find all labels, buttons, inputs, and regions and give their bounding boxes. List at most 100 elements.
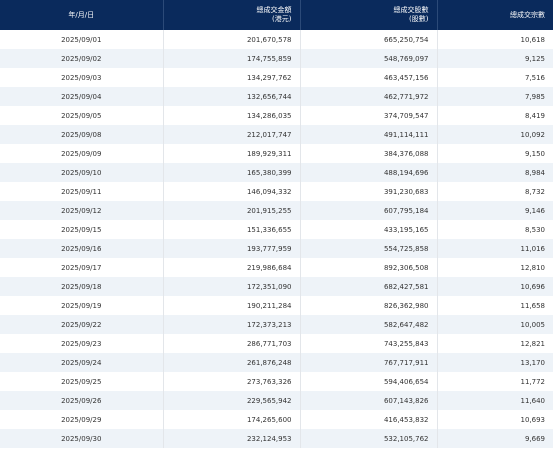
cell-shares: 416,453,832 <box>300 410 438 429</box>
cell-turnover: 174,265,600 <box>163 410 301 429</box>
header-turnover-unit: (港元) <box>272 15 292 23</box>
cell-turnover: 193,777,959 <box>163 239 301 258</box>
cell-trades: 8,984 <box>437 163 553 182</box>
cell-date: 2025/09/15 <box>0 220 164 239</box>
cell-trades: 8,530 <box>437 220 553 239</box>
table-row: 2025/09/26 229,565,942 607,143,826 11,640 <box>0 391 553 410</box>
cell-trades: 10,618 <box>437 30 553 49</box>
table-row: 2025/09/25 273,763,326 594,406,654 11,772 <box>0 372 553 391</box>
cell-date: 2025/09/01 <box>0 30 164 49</box>
cell-trades: 8,732 <box>437 182 553 201</box>
cell-date: 2025/09/18 <box>0 277 164 296</box>
table-row: 2025/09/23 286,771,703 743,255,843 12,821 <box>0 334 553 353</box>
cell-shares: 892,306,508 <box>300 258 438 277</box>
table-row: 2025/09/15 151,336,655 433,195,165 8,530 <box>0 220 553 239</box>
cell-date: 2025/09/25 <box>0 372 164 391</box>
cell-turnover: 212,017,747 <box>163 125 301 144</box>
cell-turnover: 134,297,762 <box>163 68 301 87</box>
cell-shares: 391,230,683 <box>300 182 438 201</box>
cell-shares: 384,376,088 <box>300 144 438 163</box>
cell-turnover: 219,986,684 <box>163 258 301 277</box>
cell-trades: 12,821 <box>437 334 553 353</box>
cell-trades: 10,693 <box>437 410 553 429</box>
table-row: 2025/09/24 261,876,248 767,717,911 13,170 <box>0 353 553 372</box>
cell-turnover: 273,763,326 <box>163 372 301 391</box>
cell-trades: 12,810 <box>437 258 553 277</box>
cell-date: 2025/09/23 <box>0 334 164 353</box>
cell-date: 2025/09/22 <box>0 315 164 334</box>
table-body: 2025/09/01 201,670,578 665,250,754 10,618 20… <box>0 30 553 448</box>
table-row: 2025/09/11 146,094,332 391,230,683 8,732 <box>0 182 553 201</box>
cell-turnover: 201,670,578 <box>163 30 301 49</box>
cell-turnover: 165,380,399 <box>163 163 301 182</box>
table-row: 2025/09/05 134,286,035 374,709,547 8,419 <box>0 106 553 125</box>
table-row: 2025/09/09 189,929,311 384,376,088 9,150 <box>0 144 553 163</box>
table-row: 2025/09/04 132,656,744 462,771,972 7,985 <box>0 87 553 106</box>
cell-date: 2025/09/08 <box>0 125 164 144</box>
cell-turnover: 174,755,859 <box>163 49 301 68</box>
cell-trades: 9,125 <box>437 49 553 68</box>
cell-date: 2025/09/04 <box>0 87 164 106</box>
trading-statistics-table: 年/月/日 總成交金額 (港元) 總成交股數 (股數) 總成交宗數 2025/0… <box>0 0 553 448</box>
header-shares: 總成交股數 (股數) <box>300 0 438 30</box>
cell-trades: 7,985 <box>437 87 553 106</box>
cell-date: 2025/09/05 <box>0 106 164 125</box>
cell-trades: 13,170 <box>437 353 553 372</box>
header-turnover: 總成交金額 (港元) <box>163 0 301 30</box>
cell-date: 2025/09/30 <box>0 429 164 448</box>
table-row: 2025/09/19 190,211,284 826,362,980 11,658 <box>0 296 553 315</box>
table-row: 2025/09/29 174,265,600 416,453,832 10,693 <box>0 410 553 429</box>
table-row: 2025/09/22 172,373,213 582,647,482 10,005 <box>0 315 553 334</box>
table-row: 2025/09/01 201,670,578 665,250,754 10,618 <box>0 30 553 49</box>
cell-shares: 607,143,826 <box>300 391 438 410</box>
cell-shares: 433,195,165 <box>300 220 438 239</box>
cell-turnover: 229,565,942 <box>163 391 301 410</box>
table-row: 2025/09/16 193,777,959 554,725,858 11,016 <box>0 239 553 258</box>
cell-date: 2025/09/29 <box>0 410 164 429</box>
cell-shares: 582,647,482 <box>300 315 438 334</box>
cell-trades: 7,516 <box>437 68 553 87</box>
cell-date: 2025/09/03 <box>0 68 164 87</box>
header-turnover-title: 總成交金額 <box>256 6 292 14</box>
header-trades: 總成交宗數 <box>437 0 553 30</box>
table-row: 2025/09/03 134,297,762 463,457,156 7,516 <box>0 68 553 87</box>
cell-trades: 11,658 <box>437 296 553 315</box>
cell-shares: 665,250,754 <box>300 30 438 49</box>
cell-turnover: 172,351,090 <box>163 277 301 296</box>
cell-date: 2025/09/11 <box>0 182 164 201</box>
cell-trades: 11,640 <box>437 391 553 410</box>
cell-date: 2025/09/17 <box>0 258 164 277</box>
cell-trades: 9,146 <box>437 201 553 220</box>
table-row: 2025/09/10 165,380,399 488,194,696 8,984 <box>0 163 553 182</box>
cell-date: 2025/09/16 <box>0 239 164 258</box>
cell-turnover: 172,373,213 <box>163 315 301 334</box>
cell-date: 2025/09/24 <box>0 353 164 372</box>
cell-shares: 607,795,184 <box>300 201 438 220</box>
table-row: 2025/09/12 201,915,255 607,795,184 9,146 <box>0 201 553 220</box>
cell-trades: 9,150 <box>437 144 553 163</box>
cell-turnover: 132,656,744 <box>163 87 301 106</box>
cell-date: 2025/09/12 <box>0 201 164 220</box>
cell-trades: 11,772 <box>437 372 553 391</box>
cell-shares: 743,255,843 <box>300 334 438 353</box>
table-header: 年/月/日 總成交金額 (港元) 總成交股數 (股數) 總成交宗數 <box>0 0 553 30</box>
cell-shares: 532,105,762 <box>300 429 438 448</box>
cell-date: 2025/09/09 <box>0 144 164 163</box>
cell-turnover: 201,915,255 <box>163 201 301 220</box>
cell-shares: 682,427,581 <box>300 277 438 296</box>
cell-date: 2025/09/02 <box>0 49 164 68</box>
cell-turnover: 261,876,248 <box>163 353 301 372</box>
cell-turnover: 146,094,332 <box>163 182 301 201</box>
cell-turnover: 286,771,703 <box>163 334 301 353</box>
cell-trades: 11,016 <box>437 239 553 258</box>
cell-trades: 8,419 <box>437 106 553 125</box>
cell-date: 2025/09/26 <box>0 391 164 410</box>
table-row: 2025/09/02 174,755,859 548,769,097 9,125 <box>0 49 553 68</box>
cell-shares: 826,362,980 <box>300 296 438 315</box>
cell-shares: 594,406,654 <box>300 372 438 391</box>
cell-trades: 10,092 <box>437 125 553 144</box>
table-row: 2025/09/18 172,351,090 682,427,581 10,696 <box>0 277 553 296</box>
cell-shares: 491,114,111 <box>300 125 438 144</box>
cell-shares: 488,194,696 <box>300 163 438 182</box>
cell-trades: 9,669 <box>437 429 553 448</box>
